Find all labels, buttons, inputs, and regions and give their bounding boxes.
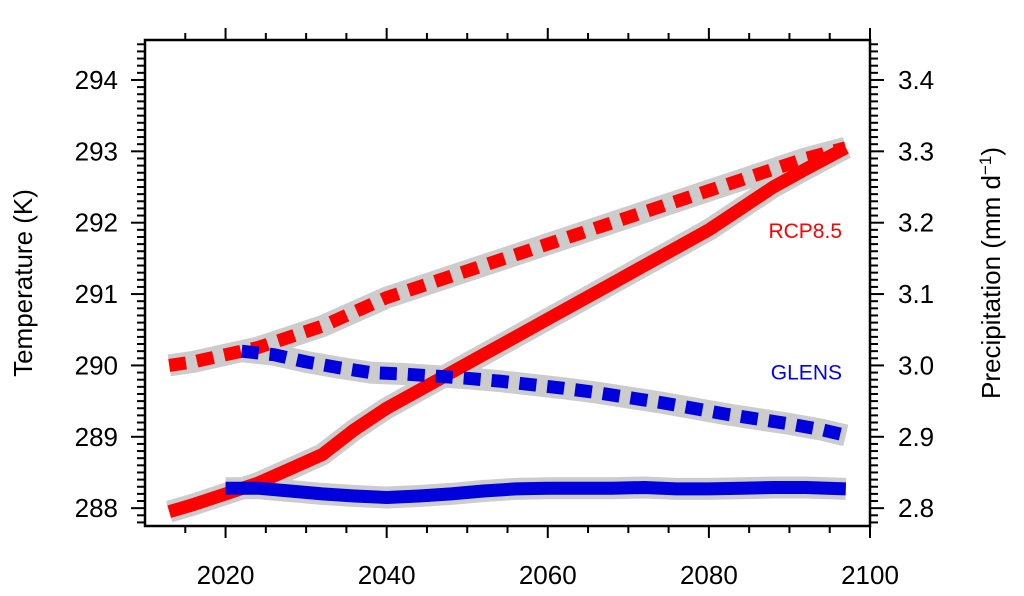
y-axis-right-title-close: ) bbox=[976, 147, 1006, 156]
glens-temperature-line bbox=[225, 481, 847, 504]
y-right-tick-label: 3.0 bbox=[898, 350, 934, 380]
x-tick-label: 2060 bbox=[519, 560, 577, 590]
y-left-tick-label: 288 bbox=[75, 493, 118, 523]
axis-ticks bbox=[131, 28, 884, 538]
y-axis-left-title: Temperature (K) bbox=[8, 189, 38, 377]
y-left-tick-label: 291 bbox=[75, 279, 118, 309]
y-right-tick-label: 2.8 bbox=[898, 493, 934, 523]
x-tick-label: 2100 bbox=[841, 560, 899, 590]
y-right-tick-label: 3.1 bbox=[898, 279, 934, 309]
y-right-tick-label: 2.9 bbox=[898, 422, 934, 452]
x-tick-label: 2040 bbox=[358, 560, 416, 590]
rcp8-5-temperature-line bbox=[167, 142, 849, 518]
annotation-rcp85: RCP8.5 bbox=[768, 220, 842, 243]
y-right-tick-label: 3.2 bbox=[898, 208, 934, 238]
rcp8-5-precipitation-line bbox=[168, 141, 848, 372]
y-left-tick-label: 289 bbox=[75, 422, 118, 452]
y-axis-right-title: Precipitation (mm d−1) bbox=[976, 147, 1007, 399]
y-axis-right-title-main: Precipitation (mm d bbox=[976, 175, 1006, 399]
x-tick-label: 2020 bbox=[197, 560, 255, 590]
tick-labels: 2020 2040 2060 2080 2100 288 289 290 291 292 293 29… bbox=[75, 65, 935, 590]
y-right-tick-label: 3.4 bbox=[898, 65, 934, 95]
plot-frame bbox=[143, 38, 872, 528]
annotation-glens: GLENS bbox=[771, 361, 842, 384]
x-tick-label: 2080 bbox=[680, 560, 738, 590]
y-axis-right-title-superscript: −1 bbox=[976, 156, 995, 175]
y-left-tick-label: 293 bbox=[75, 136, 118, 166]
y-right-tick-label: 3.3 bbox=[898, 136, 934, 166]
y-left-tick-label: 290 bbox=[75, 350, 118, 380]
series-lines bbox=[167, 141, 849, 518]
glens-precipitation-line bbox=[240, 344, 848, 442]
y-left-tick-label: 292 bbox=[75, 208, 118, 238]
y-left-tick-label: 294 bbox=[75, 65, 118, 95]
